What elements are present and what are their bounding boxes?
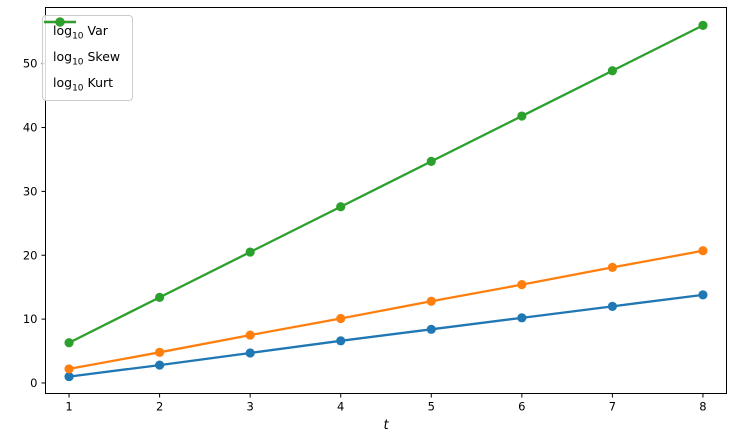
y-tick-label: 50: [23, 57, 38, 71]
legend-line-marker-icon: [44, 17, 76, 27]
y-tick-label: 10: [23, 312, 38, 326]
data-point-marker-kurt: [517, 111, 527, 121]
data-point-marker-kurt: [245, 247, 255, 257]
data-point-marker-skew: [245, 330, 255, 340]
data-point-marker-var: [245, 348, 255, 358]
x-tick-label: 5: [428, 400, 435, 414]
x-tick-label: 1: [65, 400, 72, 414]
y-tick-label: 30: [23, 184, 38, 198]
legend-label: log10 Kurt: [53, 74, 114, 94]
legend-item-skew: log10 Skew: [44, 17, 121, 68]
legend-label: log10 Skew: [53, 48, 121, 68]
y-tick-label: 20: [23, 248, 38, 262]
data-point-marker-var: [336, 336, 346, 346]
series-line-skew: [67, 249, 705, 371]
data-point-marker-skew: [64, 364, 74, 374]
data-point-marker-kurt: [155, 292, 165, 302]
data-point-marker-kurt: [426, 156, 436, 166]
legend-label: log10 Var: [53, 22, 108, 42]
data-point-marker-kurt: [607, 66, 617, 76]
data-point-marker-var: [426, 324, 436, 334]
data-point-marker-skew: [426, 296, 436, 306]
data-point-marker-var: [517, 313, 527, 323]
data-point-marker-var: [64, 371, 74, 382]
data-point-marker-skew: [155, 347, 165, 357]
x-tick-label: 3: [246, 400, 253, 414]
data-point-marker-skew: [517, 280, 527, 290]
y-tick-label: 40: [23, 121, 38, 135]
data-point-marker-var: [155, 360, 165, 370]
y-tick-label: 0: [30, 376, 37, 390]
axes-frame: [45, 7, 727, 394]
legend-item-kurt: log10 Kurt: [44, 17, 120, 94]
x-tick-label: 4: [337, 400, 344, 414]
data-point-marker-kurt: [336, 202, 346, 212]
x-tick-label: 8: [699, 400, 706, 414]
data-point-marker-var: [698, 290, 708, 300]
data-point-marker-skew: [336, 313, 346, 324]
x-tick-label: 6: [518, 400, 525, 414]
data-point-marker-kurt: [698, 20, 708, 30]
data-point-marker-skew: [607, 262, 617, 272]
data-point-marker-var: [607, 301, 617, 311]
x-tick-label: 2: [156, 400, 163, 414]
legend: log10 Var log10 Skew log10 Kurt: [42, 15, 134, 101]
x-tick-label: 7: [609, 400, 616, 414]
series-line-var: [67, 293, 705, 378]
data-point-marker-skew: [698, 246, 708, 256]
data-point-marker-kurt: [64, 338, 74, 348]
series-line-kurt: [67, 24, 705, 344]
